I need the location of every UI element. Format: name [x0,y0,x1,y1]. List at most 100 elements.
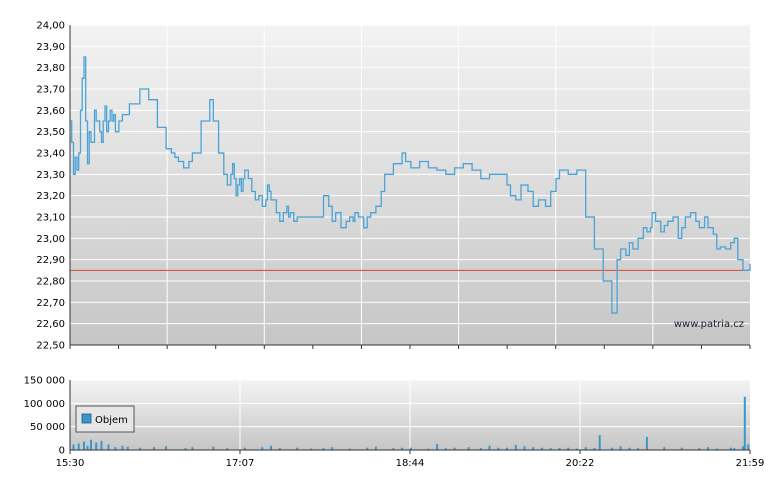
volume-bar [226,448,229,450]
volume-bar [575,448,578,450]
price-y-tick-label: 22,80 [36,277,65,288]
legend-label: Objem [95,415,128,426]
volume-x-axis: 15:30 17:07 18:44 20:22 21:59 [56,380,764,469]
price-y-tick-label: 23,00 [36,234,65,245]
volume-bar [663,447,666,450]
watermark: www.patria.cz [674,319,744,330]
volume-bar [261,447,264,450]
volume-bar [549,448,552,450]
price-plot-background [70,25,750,345]
volume-y-axis: 150 000 100 000 50 000 0 [24,376,65,457]
volume-bar [742,446,744,450]
price-y-tick-label: 23,70 [36,85,65,96]
price-y-tick-label: 23,30 [36,170,65,181]
price-y-tick-label: 23,80 [36,63,65,74]
volume-bar [747,444,750,450]
volume-bar [83,441,85,450]
volume-y-tick-label: 0 [59,446,65,457]
volume-x-tick-label: 18:44 [396,458,425,469]
volume-bar [152,447,155,450]
volume-bar [610,447,613,450]
volume-bar [680,447,683,450]
price-y-tick-label: 23,40 [36,149,65,160]
volume-bar [296,447,299,450]
volume-bar [743,396,746,450]
price-y-tick-label: 23,50 [36,127,65,138]
volume-x-tick-label: 20:22 [566,458,595,469]
volume-bar [729,447,732,450]
volume-bar [467,447,470,450]
volume-bar [453,447,456,450]
volume-y-tick-label: 100 000 [24,399,65,410]
volume-bar [126,446,129,450]
price-x-ticks [69,25,751,349]
volume-bar [436,443,439,450]
volume-bar [593,448,596,450]
volume-bar [479,448,482,450]
volume-bar [366,447,369,450]
volume-bar [619,446,622,450]
price-y-tick-label: 22,90 [36,255,65,266]
volume-bar [715,448,718,450]
volume-bar [698,448,701,450]
volume-bar [348,448,351,450]
volume-bar [310,448,313,450]
volume-bar [121,445,124,450]
volume-bar [100,440,103,450]
price-y-tick-label: 23,10 [36,213,65,224]
price-y-tick-label: 22,70 [36,298,65,309]
volume-x-tick-label: 17:07 [226,458,255,469]
volume-bars [72,396,750,450]
price-grid [70,24,750,346]
volume-bar [392,448,395,450]
volume-bar [558,448,561,450]
volume-bar [138,447,141,450]
volume-bar [95,442,98,450]
volume-bar [77,443,80,450]
price-y-tick-label: 24,00 [36,21,65,32]
volume-bar [114,447,117,450]
legend: Objem [75,405,135,433]
volume-bar [523,446,526,450]
legend-swatch-icon [81,413,92,424]
volume-bar [409,447,412,450]
volume-bar [598,435,601,450]
volume-bar [278,448,281,450]
volume-bar [90,439,92,450]
price-y-tick-label: 23,20 [36,191,65,202]
price-y-tick-label: 22,60 [36,319,65,330]
volume-bar [733,448,736,450]
volume-bar [444,448,447,450]
volume-bar [532,447,535,450]
volume-bar [497,447,500,450]
volume-x-tick-label: 15:30 [56,458,85,469]
volume-y-tick-label: 150 000 [24,376,65,387]
volume-bar [514,444,517,450]
volume-bar [212,446,215,450]
volume-bar [707,447,709,450]
volume-y-tick-label: 50 000 [30,422,65,433]
volume-bar [184,448,187,450]
volume-bar [331,447,334,450]
volume-bar [506,447,508,450]
price-y-tick-label: 23,90 [36,42,65,53]
price-y-axis: 24,00 23,90 23,80 23,70 23,60 23,50 23,40 23,30… [36,21,65,352]
volume-bar [541,447,543,450]
volume-bar [270,445,272,450]
volume-bar [584,447,587,450]
volume-bar [322,448,325,450]
volume-bar [427,448,430,450]
volume-bar [243,447,246,450]
volume-bar [488,445,491,450]
volume-bar [645,436,648,450]
volume-bar [637,448,640,450]
volume-bar [165,446,168,450]
volume-bar [401,447,404,450]
volume-bar [86,445,89,450]
volume-bar [107,444,110,450]
volume-bar [72,444,75,450]
volume-bar [374,446,377,450]
price-y-tick-label: 22,50 [36,341,65,352]
price-series-line [70,56,751,314]
